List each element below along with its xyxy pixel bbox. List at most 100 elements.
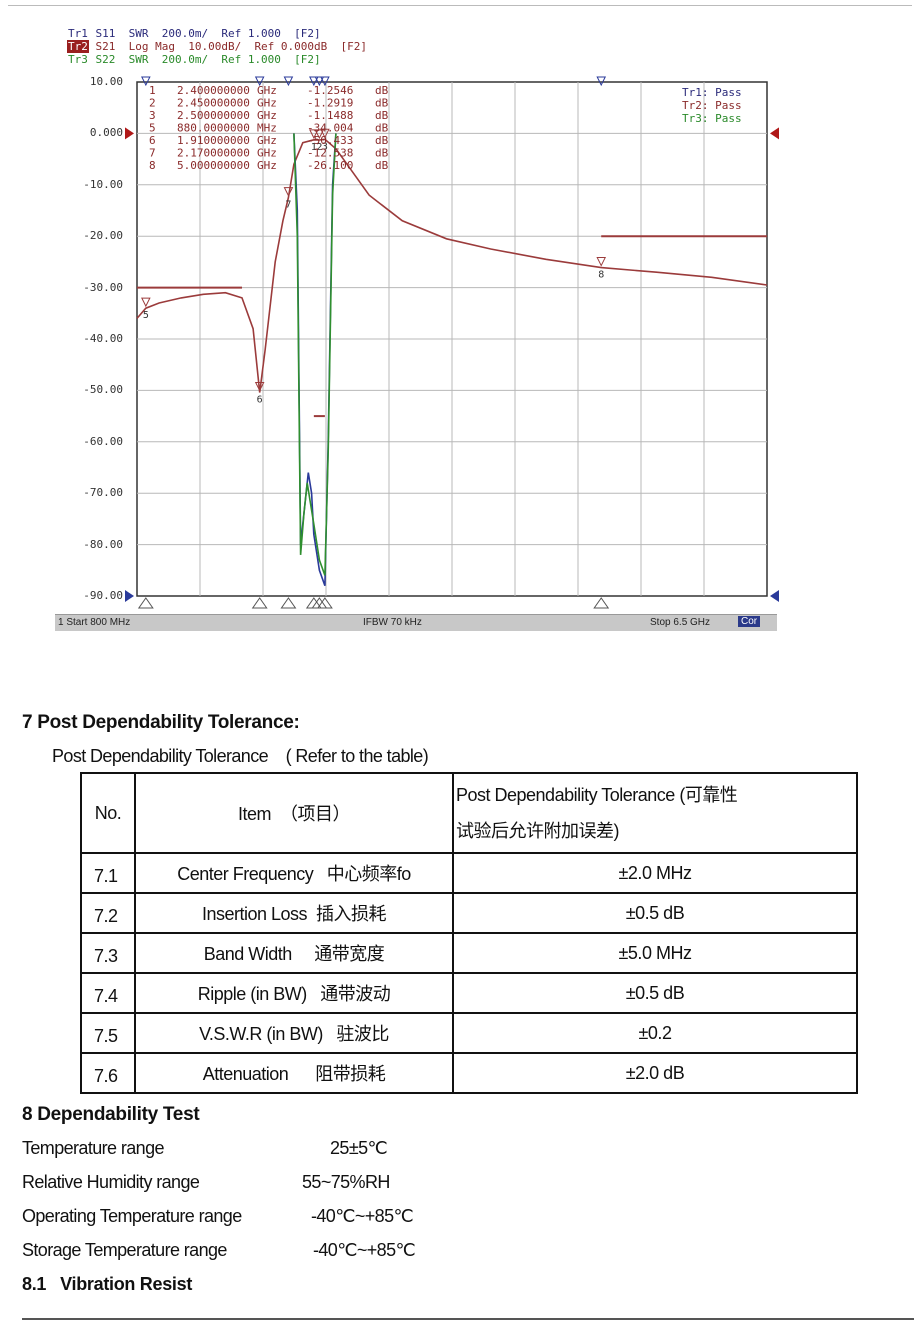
bottom-marker <box>593 597 610 609</box>
ref-arrow-left <box>125 127 134 140</box>
top-marker <box>320 76 330 87</box>
bottom-marker <box>251 597 268 609</box>
marker-readout-text: dB <box>375 159 389 172</box>
marker-readout-text: 5.000000000 <box>177 159 250 172</box>
y-tick-label: -10.00 <box>83 177 123 191</box>
marker-readout-text: -12.538 <box>307 147 353 160</box>
bottom-marker <box>316 597 333 609</box>
bottom-arrow-right <box>770 590 779 602</box>
row-item: V.S.W.R (in BW) 驻波比 <box>134 1012 454 1054</box>
row-item: Band Width 通带宽度 <box>134 932 454 974</box>
marker-readout-text: MHz <box>257 122 277 135</box>
marker-number: 1 <box>311 142 317 153</box>
marker-readout-text: -50.433 <box>307 134 353 147</box>
row-value: ±0.2 <box>452 1012 858 1054</box>
marker-readout-text: GHz <box>257 109 277 122</box>
row-no: 7.5 <box>80 1012 136 1054</box>
marker-readout-text: 2.450000000 <box>177 97 250 110</box>
marker-triangle <box>254 381 265 392</box>
spec-label-temperature: Temperature range <box>22 1138 164 1158</box>
header-tolerance: Post Dependability Tolerance (可靠性 试验后允许附… <box>452 772 858 854</box>
network-analyzer-screenshot: Tr1 S11 SWR 200.0m/ Ref 1.000 [F2] Tr2 S… <box>55 25 780 632</box>
spec-label-storage-temperature: Storage Temperature range <box>22 1240 227 1260</box>
row-no: 7.3 <box>80 932 136 974</box>
row-value: ±2.0 dB <box>452 1052 858 1094</box>
marker-number: 7 <box>285 200 291 211</box>
y-tick-label: -80.00 <box>83 537 123 551</box>
y-tick-label: -20.00 <box>83 229 123 243</box>
ifbw-label: IFBW 70 kHz <box>363 617 422 628</box>
row-item: Ripple (in BW) 通带波动 <box>134 972 454 1014</box>
row-value: ±2.0 MHz <box>452 852 858 894</box>
subsection-8-1-title: Vibration Resist <box>60 1274 193 1294</box>
table-header-row: No. Item （项目） Post Dependability Toleran… <box>80 772 858 854</box>
trace-1-tag: Tr1 <box>68 27 88 40</box>
row-value: ±5.0 MHz <box>452 932 858 974</box>
trace-2-text: S21 Log Mag 10.00dB/ Ref 0.000dB [F2] <box>88 40 368 53</box>
bottom-arrow-left <box>125 590 134 602</box>
page-bottom-rule <box>22 1318 914 1320</box>
top-marker <box>283 76 294 87</box>
ref-arrow-right <box>770 127 779 140</box>
row-item: Insertion Loss 插入损耗 <box>134 892 454 934</box>
trace-2-tag: Tr2 <box>67 40 89 53</box>
row-no: 7.6 <box>80 1052 136 1094</box>
section-7-title: 7 Post Dependability Tolerance: <box>22 712 300 733</box>
bottom-marker <box>280 597 297 609</box>
spec-value-storage-temperature: -40℃~+85℃ <box>313 1240 416 1260</box>
header-tolerance-line-2: 试验后允许附加误差) <box>456 821 620 841</box>
table-row: 7.3 Band Width 通带宽度 ±5.0 MHz <box>80 932 858 974</box>
marker-readout-text: -1.2546 <box>307 84 353 97</box>
y-tick-label: -70.00 <box>83 486 123 500</box>
marker-readout-text: -34.004 <box>307 122 354 135</box>
marker-readout-text: 2.400000000 <box>177 84 250 97</box>
row-item: Attenuation 阻带损耗 <box>134 1052 454 1094</box>
marker-readout-text: 3 <box>149 109 156 122</box>
trace-s22 <box>293 133 337 576</box>
marker-readout-text: dB <box>375 109 389 122</box>
spec-value-temperature: 25±5℃ <box>330 1138 388 1158</box>
marker-readout-text: 5 <box>149 122 156 135</box>
table-row: 7.2 Insertion Loss 插入损耗 ±0.5 dB <box>80 892 858 934</box>
trace-3-text: S22 SWR 200.0m/ Ref 1.000 [F2] <box>88 53 321 66</box>
y-tick-label: 0.000 <box>89 126 123 140</box>
marker-triangle <box>320 128 330 139</box>
row-no: 7.1 <box>80 852 136 894</box>
marker-number: 2 <box>316 142 322 153</box>
top-marker <box>596 76 607 87</box>
y-tick-label: 10.00 <box>89 75 123 88</box>
marker-readout-text: 1 <box>149 84 156 97</box>
row-value: ±0.5 dB <box>452 892 858 934</box>
table-row: 7.1 Center Frequency 中心频率fo ±2.0 MHz <box>80 852 858 894</box>
marker-readout-text: GHz <box>257 97 277 110</box>
header-tolerance-line-1: Post Dependability Tolerance (可靠性 <box>456 785 738 805</box>
top-marker <box>309 76 319 87</box>
marker-number: 8 <box>598 270 604 281</box>
page-top-rule <box>8 5 912 6</box>
marker-readout-text: 6 <box>149 134 156 147</box>
trace-3-header: Tr3 S22 SWR 200.0m/ Ref 1.000 [F2] <box>67 53 321 66</box>
marker-readout-text: 1.910000000 <box>177 134 250 147</box>
top-marker <box>314 76 325 87</box>
y-tick-label: -50.00 <box>83 383 123 397</box>
tolerance-table: No. Item （项目） Post Dependability Toleran… <box>80 772 858 1094</box>
marker-readout-text: 2 <box>149 97 156 110</box>
marker-triangle <box>314 129 325 140</box>
marker-readout-text: GHz <box>257 134 277 147</box>
marker-readout-text: GHz <box>257 147 277 160</box>
marker-triangle <box>309 129 319 139</box>
y-tick-label: -40.00 <box>83 332 123 345</box>
trace-3-tag: Tr3 <box>68 53 88 66</box>
marker-readout-text: dB <box>375 97 389 110</box>
marker-readout-text: dB <box>375 147 389 160</box>
subsection-8-1: 8.1 Vibration Resist <box>22 1274 192 1295</box>
pass-status-text: Tr3: Pass <box>682 112 742 125</box>
start-frequency-label: 1 Start 800 MHz <box>58 617 131 628</box>
marker-readout-text: GHz <box>257 84 277 97</box>
y-tick-label: -90.00 <box>83 589 123 602</box>
marker-readout-text: 2.500000000 <box>177 109 250 122</box>
pass-status-text: Tr1: Pass <box>682 86 742 99</box>
spec-label-operating-temperature: Operating Temperature range <box>22 1206 242 1226</box>
y-tick-label: -30.00 <box>83 280 123 294</box>
marker-triangle <box>283 187 294 197</box>
